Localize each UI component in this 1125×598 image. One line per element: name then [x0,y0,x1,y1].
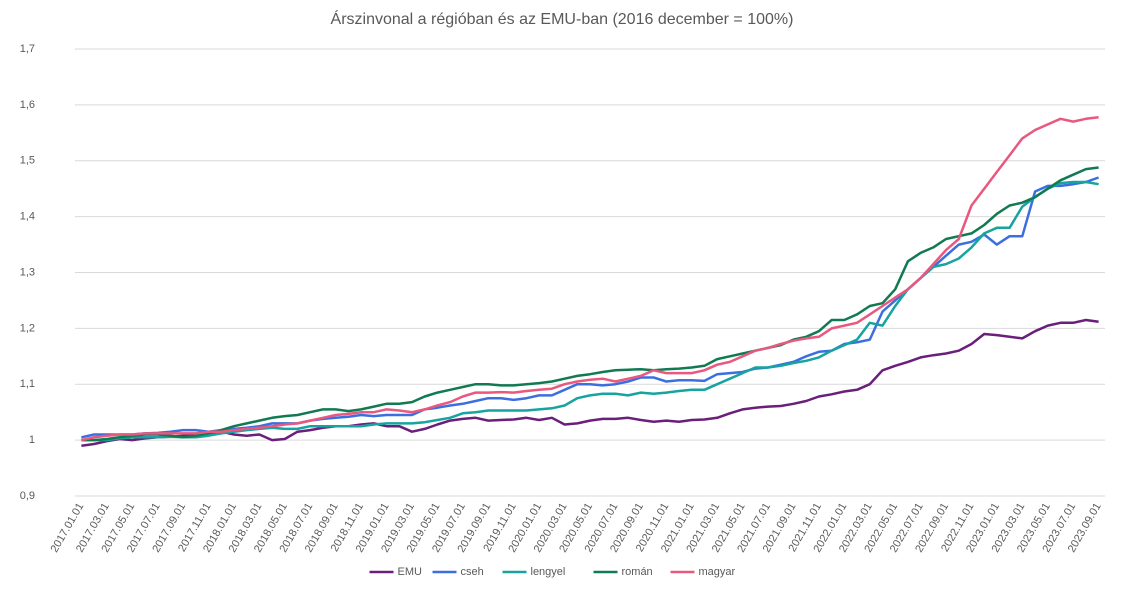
y-tick-label: 1,1 [20,378,35,390]
y-tick-label: 1,3 [20,266,35,278]
y-tick-label: 1,5 [20,155,35,167]
series-line [81,115,1099,442]
series-line [81,166,1099,442]
chart-title: Árszinvonal a régióban és az EMU-ban (20… [331,9,794,28]
legend-label: román [622,566,653,578]
y-tick-label: 1,6 [20,99,35,111]
y-tick-label: 1,4 [20,211,35,223]
legend-label: magyar [699,566,736,578]
y-tick-label: 1,2 [20,322,35,334]
y-tick-label: 1 [29,434,35,446]
series-line [81,318,1099,447]
legend-label: EMU [398,566,423,578]
series-line [81,180,1099,442]
y-tick-label: 1,7 [20,43,35,55]
legend-label: cseh [461,566,484,578]
y-tick-label: 0,9 [20,490,35,502]
legend-label: lengyel [531,566,566,578]
